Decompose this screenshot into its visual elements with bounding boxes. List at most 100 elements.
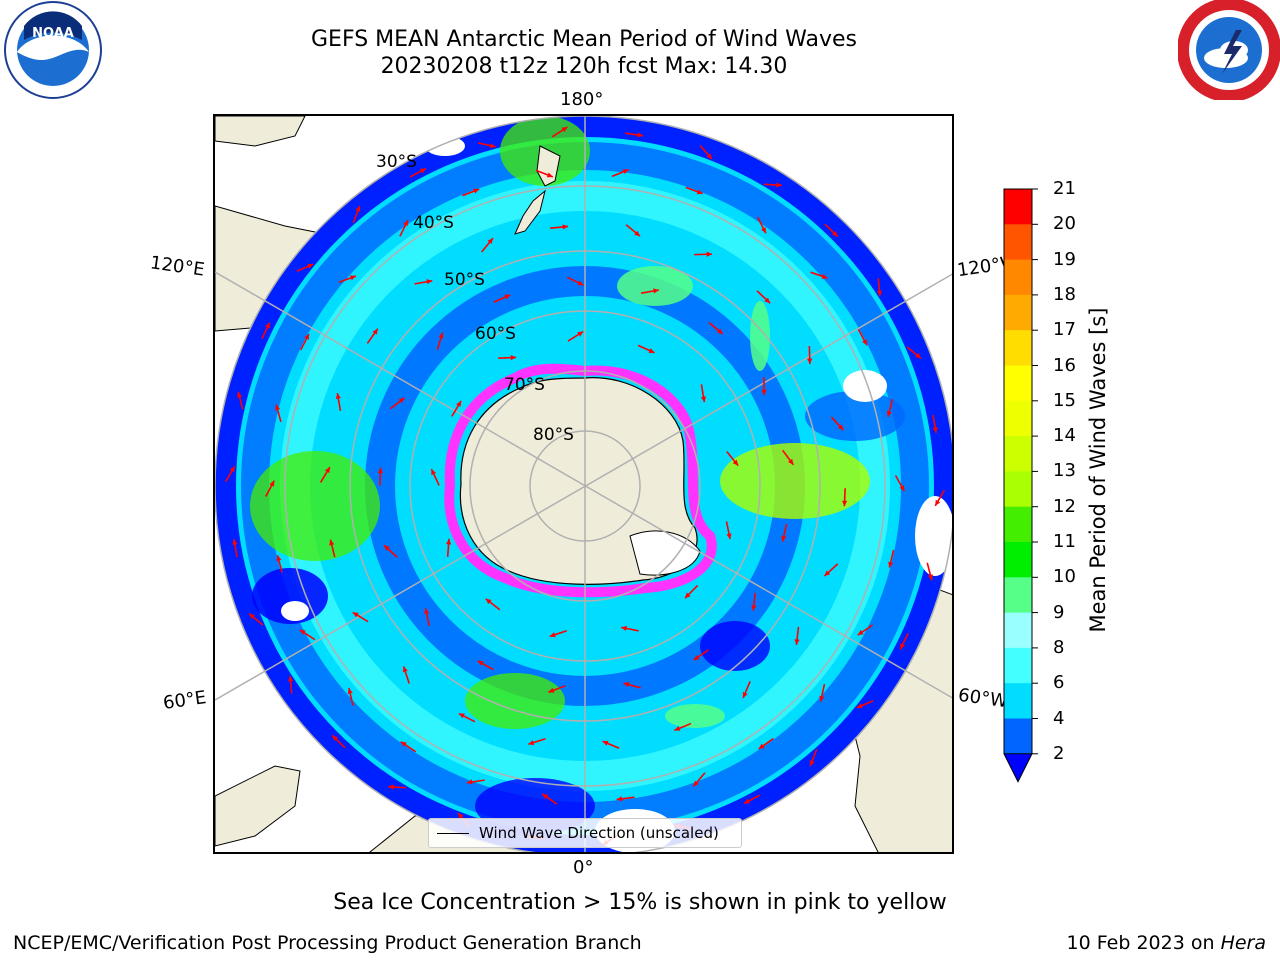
wind-wave-arrow-head <box>329 539 335 546</box>
colorbar-tick-label: 17 <box>1053 319 1076 341</box>
svg-text:NOAA: NOAA <box>32 26 74 41</box>
colorbar-tick-label: 10 <box>1053 566 1076 588</box>
colorbar-segment <box>1004 542 1032 578</box>
wind-wave-arrow-head <box>781 535 787 542</box>
colorbar-tick-label: 14 <box>1053 425 1076 447</box>
wind-wave-arrow-head <box>602 740 609 746</box>
new-zealand-land-2 <box>514 189 546 235</box>
wind-wave-arrow-head <box>899 485 905 492</box>
legend-line-symbol <box>437 832 469 834</box>
wind-wave-arrow-head <box>299 629 306 635</box>
wind-wave-arrow-head <box>384 545 390 551</box>
colorbar-tick-label: 8 <box>1053 636 1065 658</box>
wind-wave-arrow-head <box>900 643 905 650</box>
colorbar-segment <box>1004 259 1032 296</box>
colorbar-segment <box>1004 612 1032 649</box>
credit-host: Hera <box>1220 932 1266 954</box>
credit-left: NCEP/EMC/Verification Post Processing Pr… <box>13 932 642 954</box>
wind-wave-arrow-head <box>674 725 681 731</box>
wind-wave-arrow-head <box>457 812 464 819</box>
africa-land <box>215 765 301 847</box>
wind-wave-arrow-head <box>927 574 933 581</box>
wind-wave-arrow-head <box>232 539 238 545</box>
wind-wave-arrow-head <box>696 189 703 195</box>
wind-wave-arrow-head <box>888 561 894 568</box>
wind-wave-arrow-head <box>794 639 800 645</box>
wind-wave-arrow-head <box>424 608 430 615</box>
wind-wave-arrow-head <box>487 238 494 244</box>
colorbar-segment <box>1004 294 1032 331</box>
colorbar-segment <box>1004 718 1032 755</box>
wind-wave-arrow-head <box>742 691 748 698</box>
wind-wave-arrow-head <box>809 760 815 767</box>
wind-wave-arrow-head <box>438 332 444 339</box>
colorbar-tick-label: 4 <box>1053 707 1065 729</box>
wind-wave-arrow-head <box>269 480 275 487</box>
wind-wave-arrow-head <box>862 339 867 346</box>
colorbar <box>1003 188 1038 783</box>
colorbar-tick-label: 11 <box>1053 531 1076 552</box>
wind-wave-arrow-head <box>372 328 378 335</box>
wind-wave-arrow-head <box>562 224 569 230</box>
wind-wave-arrow-head <box>637 132 643 138</box>
colorbar-segment <box>1004 506 1032 543</box>
wind-wave-arrow-head <box>841 500 848 507</box>
colorbar-tick-label: 9 <box>1053 601 1065 623</box>
wind-wave-arrow-head <box>419 168 426 174</box>
wind-wave-arrow-head <box>776 182 782 188</box>
wind-wave-arrow-head <box>693 654 700 661</box>
nws-logo <box>1178 0 1280 100</box>
wind-wave-arrow-head <box>355 205 361 212</box>
wind-wave-arrow-head <box>431 469 437 476</box>
wind-wave-arrow-head <box>347 688 353 694</box>
noaa-logo: NOAA <box>4 1 102 99</box>
colorbar-segment <box>1004 647 1032 684</box>
wind-wave-arrow-head <box>824 570 831 577</box>
wind-wave-arrow-head <box>856 703 863 709</box>
colorbar-segment <box>1004 683 1032 719</box>
australia-land <box>215 116 306 147</box>
colorbar-tick-label: 16 <box>1053 354 1076 376</box>
wind-wave-arrow-head <box>751 605 757 611</box>
wind-wave-arrow-head <box>426 279 433 285</box>
colorbar-label: Mean Period of Wind Waves [s] <box>1086 307 1110 633</box>
wind-wave-arrow-head <box>485 598 492 605</box>
lat-label-60s: 60°S <box>475 324 516 344</box>
wind-wave-arrow-head <box>706 251 713 257</box>
wind-wave-arrow-head <box>653 288 659 294</box>
wind-wave-arrow-head <box>935 499 941 506</box>
wind-wave-arrow-head <box>249 613 255 620</box>
wind-wave-arrow-head <box>542 793 549 800</box>
wind-wave-arrow-head <box>693 780 699 787</box>
colorbar-segment <box>1004 471 1032 508</box>
antarctica-land <box>459 377 698 585</box>
sea-ice-footnote: Sea Ice Concentration > 15% is shown in … <box>333 890 947 915</box>
wind-wave-arrow-head <box>832 231 838 237</box>
wind-wave-arrow-head <box>716 328 723 334</box>
lon-label-60w: 60°W <box>956 684 1009 713</box>
wind-wave-arrow-head <box>446 538 452 545</box>
new-zealand-land <box>536 145 561 187</box>
wind-wave-arrow-head <box>402 666 408 673</box>
wind-wave-arrow-head <box>700 396 707 403</box>
lon-label-0: 0° <box>573 857 594 878</box>
colorbar-segment <box>1004 400 1032 437</box>
wind-wave-arrow-head <box>352 612 359 618</box>
wind-wave-arrow-head <box>510 355 517 361</box>
colorbar-tick-label: 2 <box>1053 742 1065 764</box>
wind-wave-arrow-head <box>837 424 844 431</box>
chart-title: GEFS MEAN Antarctic Mean Period of Wind … <box>311 27 857 52</box>
colorbar-segment <box>1004 577 1032 614</box>
wind-wave-arrow-head <box>932 427 938 433</box>
colorbar-segment <box>1004 189 1032 225</box>
wind-wave-arrow-head <box>561 127 568 133</box>
wind-wave-arrow-head <box>876 290 883 297</box>
wind-wave-arrow-head <box>398 397 405 404</box>
wind-wave-arrow-head <box>265 322 270 329</box>
wind-wave-arrow-head <box>275 404 281 411</box>
wind-wave-arrow-head <box>634 230 641 237</box>
colorbar-tick-label: 20 <box>1053 213 1076 235</box>
wind-wave-arrow-head <box>684 592 691 599</box>
wind-wave-arrow-head <box>764 297 771 304</box>
polar-map: Wind Wave Direction (unscaled) <box>213 114 954 854</box>
